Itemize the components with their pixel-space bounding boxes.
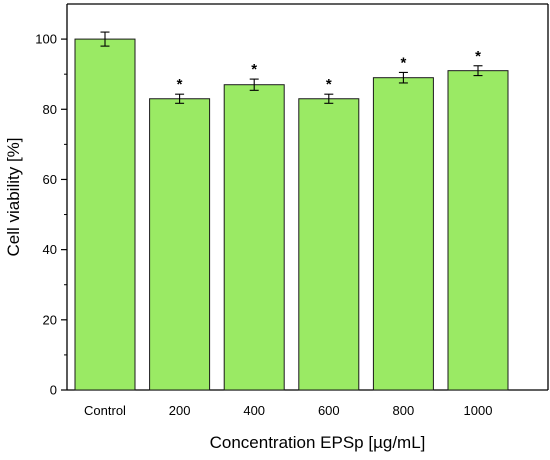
x-tick-label: 1000 [464,403,493,418]
x-tick-label: 600 [318,403,340,418]
y-tick-label: 40 [43,242,57,257]
bar [149,98,211,391]
y-ticks: 0 20 40 60 80 100 [35,32,67,398]
bar [298,98,360,391]
y-tick-label: 0 [50,383,57,398]
significance-markers: * * * * * [177,48,481,93]
significance-star: * [177,76,183,93]
x-tick-label: 400 [243,403,265,418]
x-tick-label: Control [84,403,126,418]
significance-star: * [251,61,257,78]
x-ticks: Control 200 400 600 800 1000 [84,403,492,418]
y-tick-label: 20 [43,312,57,327]
bars [74,38,509,391]
error-bars [100,31,483,104]
significance-star: * [475,48,481,65]
y-axis-title: Cell viability [%] [4,137,23,256]
x-tick-label: 200 [169,403,191,418]
bar [447,70,509,391]
x-tick-label: 800 [393,403,415,418]
y-tick-label: 80 [43,102,57,117]
x-axis-title: Concentration EPSp [µg/mL] [210,433,426,452]
y-tick-label: 60 [43,172,57,187]
significance-star: * [326,76,332,93]
bar [372,77,434,391]
significance-star: * [400,54,406,71]
bar [74,38,136,391]
y-tick-label: 100 [35,32,57,47]
bar [223,84,285,391]
